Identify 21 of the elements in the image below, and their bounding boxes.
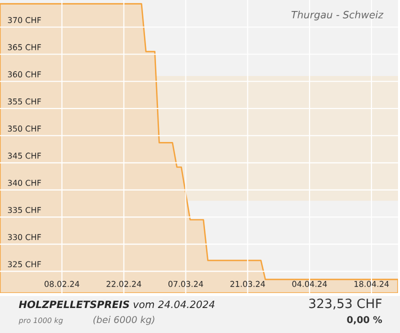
text: Thurgau - Schweiz [292, 10, 384, 20]
x-tick-label: 07.03.24 [168, 280, 204, 287]
text: 323,53 CHF [309, 298, 382, 310]
y-tick-label: 365 CHF [8, 44, 41, 50]
y-tick-label: 350 CHF [8, 126, 41, 132]
y-tick-label: 355 CHF [8, 98, 41, 104]
text: 0,00 % [347, 316, 382, 324]
y-tick-label: 330 CHF [8, 234, 41, 240]
x-tick-label: 18.04.24 [354, 280, 389, 287]
y-tick-label: 340 CHF [8, 180, 41, 186]
x-tick-label: 08.02.24 [44, 280, 80, 287]
text: HOLZPELLETSPREIS vom 24.04.2024 [18, 300, 214, 308]
text: (bei 6000 kg) [93, 316, 154, 325]
x-tick-label: 04.04.24 [292, 280, 327, 287]
y-tick-label: 335 CHF [8, 206, 41, 213]
y-tick-label: 345 CHF [8, 152, 41, 159]
x-tick-label: 22.02.24 [106, 280, 142, 287]
y-tick-label: 325 CHF [8, 261, 41, 268]
x-tick-label: 21.03.24 [230, 280, 266, 287]
y-tick-label: 360 CHF [8, 71, 41, 78]
y-tick-label: 370 CHF [8, 17, 41, 24]
